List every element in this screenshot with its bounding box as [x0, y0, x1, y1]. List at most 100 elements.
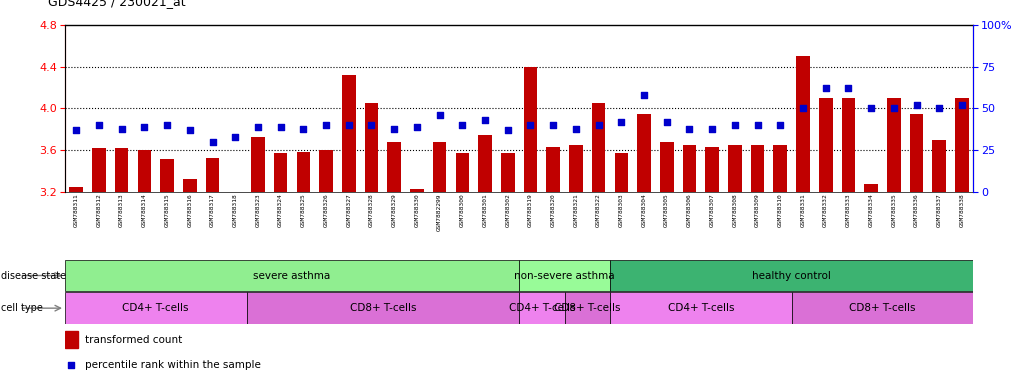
Point	[68, 127, 84, 133]
Text: GSM788336: GSM788336	[914, 194, 919, 227]
Point	[568, 126, 584, 132]
Bar	[955, 98, 969, 192]
Bar	[523, 67, 538, 192]
Bar	[615, 153, 628, 192]
Bar	[728, 145, 742, 192]
Text: GSM788316: GSM788316	[187, 194, 193, 227]
Point	[703, 126, 720, 132]
Point	[91, 122, 107, 128]
Bar	[519, 260, 610, 291]
Text: cell type: cell type	[1, 303, 43, 313]
Point	[522, 122, 539, 128]
Bar	[183, 179, 197, 192]
Bar	[887, 98, 900, 192]
Text: GSM788305: GSM788305	[664, 194, 670, 227]
Bar	[161, 159, 174, 192]
Point	[658, 119, 675, 125]
Point	[296, 126, 312, 132]
Point	[795, 105, 812, 111]
Point	[454, 122, 471, 128]
Bar	[909, 114, 923, 192]
Bar	[65, 293, 246, 324]
Bar	[115, 148, 129, 192]
Point	[750, 122, 766, 128]
Text: GSM788312: GSM788312	[97, 194, 102, 227]
Point	[840, 85, 857, 91]
Text: GSM7882299: GSM7882299	[437, 194, 442, 231]
Text: CD4+ T-cells: CD4+ T-cells	[509, 303, 575, 313]
Text: GSM788320: GSM788320	[551, 194, 556, 227]
Text: CD8+ T-cells: CD8+ T-cells	[554, 303, 620, 313]
Text: GSM788310: GSM788310	[778, 194, 783, 227]
Bar	[564, 293, 610, 324]
Text: GSM788307: GSM788307	[710, 194, 715, 227]
Text: GSM788338: GSM788338	[960, 194, 964, 227]
Text: GSM788318: GSM788318	[233, 194, 238, 227]
Text: GSM788308: GSM788308	[732, 194, 737, 227]
Bar	[751, 145, 764, 192]
Bar	[365, 103, 378, 192]
Bar	[387, 142, 401, 192]
Text: GSM788313: GSM788313	[119, 194, 125, 227]
Text: GSM788334: GSM788334	[868, 194, 873, 227]
Text: GSM788301: GSM788301	[482, 194, 487, 227]
Point	[227, 134, 243, 140]
Bar	[864, 184, 878, 192]
Text: GSM788337: GSM788337	[936, 194, 941, 227]
Bar	[660, 142, 674, 192]
Text: disease state: disease state	[1, 270, 66, 281]
Text: healthy control: healthy control	[752, 270, 831, 281]
Bar	[478, 134, 492, 192]
Text: GSM788331: GSM788331	[800, 194, 805, 227]
Text: GSM788326: GSM788326	[323, 194, 329, 227]
Bar	[455, 153, 469, 192]
Bar	[410, 189, 423, 192]
Text: GSM788311: GSM788311	[74, 194, 78, 227]
Point	[500, 127, 516, 133]
Text: CD8+ T-cells: CD8+ T-cells	[850, 303, 916, 313]
Bar	[65, 331, 77, 348]
Bar	[138, 150, 151, 192]
Bar	[932, 140, 947, 192]
Text: GSM788300: GSM788300	[459, 194, 465, 227]
Point	[341, 122, 357, 128]
Bar	[706, 147, 719, 192]
Point	[590, 122, 607, 128]
Bar	[842, 98, 855, 192]
Point	[249, 124, 266, 130]
Bar	[610, 293, 792, 324]
Point	[364, 122, 380, 128]
Point	[545, 122, 561, 128]
Text: GSM788324: GSM788324	[278, 194, 283, 227]
Bar	[69, 187, 83, 192]
Bar	[546, 147, 560, 192]
Text: GSM788309: GSM788309	[755, 194, 760, 227]
Point	[886, 105, 902, 111]
Point	[159, 122, 175, 128]
Point	[772, 122, 789, 128]
Bar	[251, 137, 265, 192]
Bar	[638, 114, 651, 192]
Text: GSM788306: GSM788306	[687, 194, 692, 227]
Text: non-severe asthma: non-severe asthma	[514, 270, 615, 281]
Bar	[501, 153, 515, 192]
Point	[726, 122, 743, 128]
Text: transformed count: transformed count	[84, 334, 182, 344]
Bar	[274, 153, 287, 192]
Point	[386, 126, 403, 132]
Bar	[592, 103, 606, 192]
Point	[113, 126, 130, 132]
Text: CD4+ T-cells: CD4+ T-cells	[123, 303, 188, 313]
Bar	[792, 293, 973, 324]
Text: GSM788327: GSM788327	[346, 194, 351, 227]
Bar	[796, 56, 810, 192]
Point	[863, 105, 880, 111]
Text: GDS4425 / 230021_at: GDS4425 / 230021_at	[47, 0, 185, 8]
Text: GSM788302: GSM788302	[506, 194, 510, 227]
Point	[204, 139, 220, 145]
Bar	[519, 293, 564, 324]
Text: GSM788335: GSM788335	[891, 194, 896, 227]
Bar	[774, 145, 787, 192]
Bar	[206, 157, 219, 192]
Point	[931, 105, 948, 111]
